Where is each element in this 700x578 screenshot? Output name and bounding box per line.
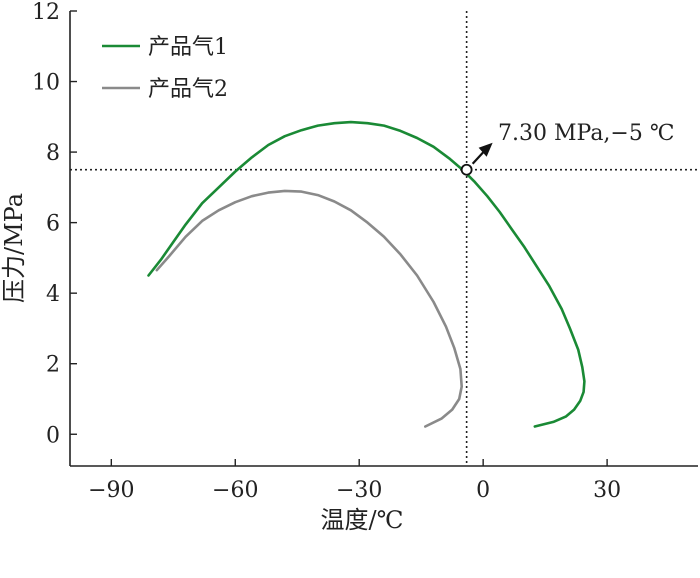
x-tick-label: −60	[212, 478, 258, 503]
x-axis-title: 温度/℃	[321, 506, 404, 534]
annotation-label: 7.30 MPa,−5 ℃	[498, 121, 674, 146]
x-tick-label: 0	[476, 478, 490, 503]
y-tick-label: 6	[46, 212, 60, 237]
y-axis-ticks: 0 2 4 6 8 10 12	[32, 0, 77, 448]
y-tick-label: 2	[46, 353, 60, 378]
y-tick-label: 4	[46, 282, 60, 307]
legend: 产品气1 产品气2	[102, 35, 228, 102]
x-tick-label: 30	[593, 478, 621, 503]
x-tick-label: −90	[88, 478, 134, 503]
annotation: 7.30 MPa,−5 ℃	[460, 121, 674, 176]
x-tick-label: −30	[336, 478, 382, 503]
y-axis-title: 压力/MPa	[0, 193, 28, 303]
legend-label-product-gas-2: 产品气2	[148, 77, 228, 102]
series-line-product-gas-1	[147, 120, 586, 428]
series-lines	[147, 120, 586, 428]
legend-label-product-gas-1: 产品气1	[148, 35, 228, 60]
y-tick-label: 10	[32, 71, 60, 96]
y-tick-label: 12	[32, 0, 60, 25]
y-tick-label: 8	[46, 141, 60, 166]
reference-lines	[70, 11, 698, 466]
annotation-arrow-shaft	[471, 149, 486, 165]
series-line-product-gas-2	[155, 189, 464, 428]
x-axis-ticks: −90 −60 −30 0 30	[88, 459, 621, 503]
annotation-arrow-head	[478, 142, 493, 157]
axes	[69, 11, 698, 467]
y-tick-label: 0	[46, 423, 60, 448]
annotation-marker	[460, 163, 473, 176]
